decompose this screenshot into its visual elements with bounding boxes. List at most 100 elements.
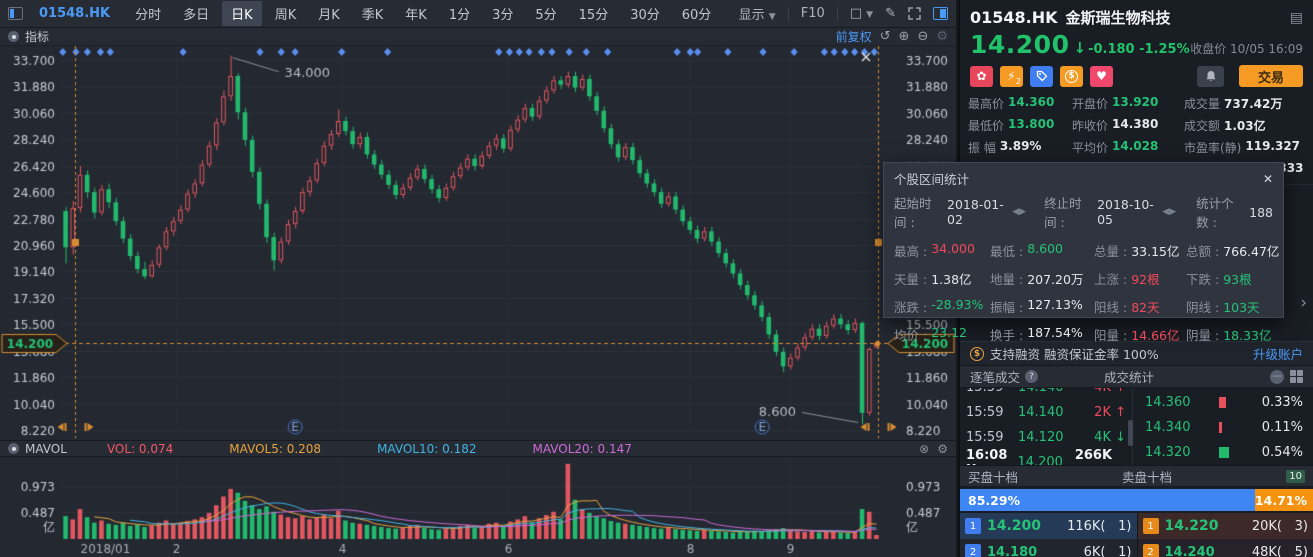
tab-周K[interactable]: 周K bbox=[274, 8, 297, 23]
symbol-link[interactable]: 01548.HK bbox=[39, 6, 111, 21]
tick-row[interactable]: 15:59 14.120 4K ↓ bbox=[960, 425, 1132, 450]
count-label: 统计个数 : bbox=[1196, 196, 1234, 230]
buy-depth-row[interactable]: 1 14.200 116K(1) bbox=[960, 513, 1137, 539]
tab-日K[interactable]: 日K bbox=[222, 1, 262, 26]
buy-depth-row[interactable]: 2 14.180 6K(1) bbox=[960, 539, 1137, 557]
price-row: 14.200 ↓ -0.180 -1.25% 收盘价 10/05 16:09 bbox=[960, 30, 1313, 59]
tick-time: 15:59 bbox=[966, 388, 1018, 395]
tab-60分[interactable]: 60分 bbox=[681, 8, 712, 23]
stat-昨收价: 昨收价 14.380 bbox=[1072, 117, 1184, 134]
indicator-label[interactable]: 指标 bbox=[25, 30, 50, 44]
trade-stat-bar bbox=[1219, 397, 1226, 408]
trade-stat-bar bbox=[1219, 422, 1222, 433]
stock-code: 01548.HK bbox=[970, 8, 1058, 27]
indicator-pin-icon[interactable] bbox=[8, 31, 19, 42]
tab-5分[interactable]: 5分 bbox=[535, 8, 557, 23]
fullscreen-icon[interactable] bbox=[908, 7, 921, 20]
volume-chart[interactable] bbox=[0, 457, 956, 557]
trade-stats-list[interactable]: 14.3600.33%14.3400.11%14.3200.54%14.3000… bbox=[1132, 388, 1313, 465]
trade-button[interactable]: 交易 bbox=[1239, 65, 1303, 87]
range-stat-value: 103天 bbox=[1223, 300, 1260, 315]
trade-stat-row[interactable]: 14.320 0.54% bbox=[1133, 440, 1313, 465]
depth-level-badge[interactable]: 10 bbox=[1286, 469, 1305, 483]
news-list-icon[interactable]: ▤ bbox=[1289, 9, 1303, 26]
range-stat-value: 18.33亿 bbox=[1223, 328, 1272, 343]
mavol-pin-icon[interactable] bbox=[8, 443, 19, 454]
range-stat-label: 总额 : bbox=[1186, 244, 1220, 259]
kline-toolbar: 01548.HK 分时 多日 日K 周K 月K 季K 年K 1分 3分 5分 15分 30分 60分 显… bbox=[0, 0, 956, 28]
range-stat-label: 天量 : bbox=[894, 272, 928, 287]
tab-1分[interactable]: 1分 bbox=[448, 8, 471, 23]
zoom-out-icon[interactable]: ⊖ bbox=[917, 29, 929, 44]
stat-label: 最低价 bbox=[968, 119, 1005, 133]
undo-icon[interactable]: ↺ bbox=[879, 29, 891, 44]
tab-3分[interactable]: 3分 bbox=[492, 8, 514, 23]
indicator-settings-gear-icon[interactable]: ⚙ bbox=[937, 441, 948, 456]
f10-button[interactable]: F10 bbox=[800, 6, 825, 21]
popup-close-icon[interactable]: ✕ bbox=[1262, 171, 1273, 186]
start-time-stepper[interactable]: ◀▶ bbox=[1012, 207, 1027, 217]
alert-bell-icon[interactable] bbox=[1197, 65, 1224, 87]
range-stat-value: 8.600 bbox=[1027, 241, 1063, 256]
divider bbox=[787, 6, 789, 21]
help-icon[interactable]: ? bbox=[1025, 370, 1039, 383]
adjust-mode-link[interactable]: 前复权 bbox=[835, 30, 872, 44]
stat-label: 成交额 bbox=[1184, 119, 1221, 133]
tab-30分[interactable]: 30分 bbox=[630, 8, 660, 23]
range-stat-value: 82天 bbox=[1131, 300, 1160, 315]
sell-depth-list[interactable]: 114.22020K(3)214.24048K(5)314.26024K(5)4… bbox=[1136, 513, 1313, 557]
indicator-bar: 指标 前复权 ↺ ⊕ ⊖ ⚙ bbox=[0, 28, 956, 46]
trade-stat-row[interactable]: 14.340 0.11% bbox=[1133, 415, 1313, 440]
more-options-icon[interactable]: ⋯ bbox=[1270, 369, 1284, 384]
range-stat-value: -28.93% bbox=[931, 297, 984, 312]
close-indicator-icon[interactable]: ⊗ bbox=[919, 441, 930, 456]
stat-label: 昨收价 bbox=[1072, 119, 1109, 133]
start-time-value: 2018-01-02 bbox=[947, 197, 1004, 227]
zoom-in-icon[interactable]: ⊕ bbox=[898, 29, 910, 44]
favorite-heart-icon[interactable]: ♥ bbox=[1090, 65, 1113, 87]
market-status: 收盘价 10/05 16:09 bbox=[1190, 42, 1303, 56]
trade-stats-title[interactable]: 成交统计 bbox=[1104, 370, 1155, 385]
mavol-title[interactable]: MAVOL bbox=[25, 441, 67, 456]
main-candlestick-chart[interactable] bbox=[0, 46, 956, 440]
draw-tool-icon[interactable]: ✎ bbox=[885, 6, 896, 21]
window-layout-icon[interactable] bbox=[8, 7, 23, 20]
tick-scrollbar[interactable] bbox=[1128, 420, 1133, 446]
popup-title: 个股区间统计 bbox=[894, 172, 970, 187]
upgrade-account-link[interactable]: 升级账户 bbox=[1252, 347, 1303, 362]
end-time-stepper[interactable]: ◀▶ bbox=[1162, 207, 1177, 217]
buy-depth-list[interactable]: 114.200116K(1)214.1806K(1)314.16020K(4)4… bbox=[960, 513, 1137, 557]
depth-volume: 116K( bbox=[1067, 518, 1106, 534]
range-stat-阴量: 阴量 :18.33亿 bbox=[1186, 325, 1274, 344]
tab-分时[interactable]: 分时 bbox=[135, 8, 162, 23]
range-stat-value: 93根 bbox=[1223, 272, 1252, 287]
display-dropdown[interactable]: 显示 ▼ bbox=[738, 8, 776, 23]
tab-多日[interactable]: 多日 bbox=[183, 8, 210, 23]
tick-price: 14.120 bbox=[1018, 430, 1064, 445]
trade-stat-pct: 0.54% bbox=[1261, 445, 1303, 460]
sell-depth-row[interactable]: 2 14.240 48K(5) bbox=[1136, 539, 1313, 557]
range-stat-value: 23.12 bbox=[931, 325, 967, 340]
tab-季K[interactable]: 季K bbox=[361, 8, 384, 23]
chart-settings-gear-icon[interactable]: ⚙ bbox=[936, 29, 948, 44]
depth-price: 14.220 bbox=[1164, 518, 1219, 534]
trade-stat-row[interactable]: 14.360 0.33% bbox=[1133, 390, 1313, 415]
range-stat-value: 14.66亿 bbox=[1131, 328, 1180, 343]
sell-depth-row[interactable]: 1 14.220 20K(3) bbox=[1136, 513, 1313, 539]
chart-style-dropdown[interactable]: □ ▼ bbox=[849, 6, 874, 21]
range-stat-value: 127.13% bbox=[1027, 297, 1083, 312]
tab-年K[interactable]: 年K bbox=[405, 8, 427, 23]
tick-trades-title[interactable]: 逐笔成交 bbox=[970, 370, 1021, 385]
tab-15分[interactable]: 15分 bbox=[578, 8, 609, 23]
tab-月K[interactable]: 月K bbox=[318, 8, 340, 23]
range-stat-value: 207.20万 bbox=[1027, 272, 1084, 287]
tick-row[interactable]: 15:59 14.140 2K ↑ bbox=[960, 400, 1132, 425]
range-stat-阳线: 阳线 :82天 bbox=[1094, 297, 1186, 316]
next-page-chevron-icon[interactable]: › bbox=[1300, 293, 1307, 313]
tick-row[interactable]: 16:08 U 14.200 266K ◆ bbox=[960, 448, 1132, 466]
grid-layout-icon[interactable] bbox=[1290, 370, 1303, 383]
side-panel-toggle-icon[interactable] bbox=[933, 7, 948, 20]
